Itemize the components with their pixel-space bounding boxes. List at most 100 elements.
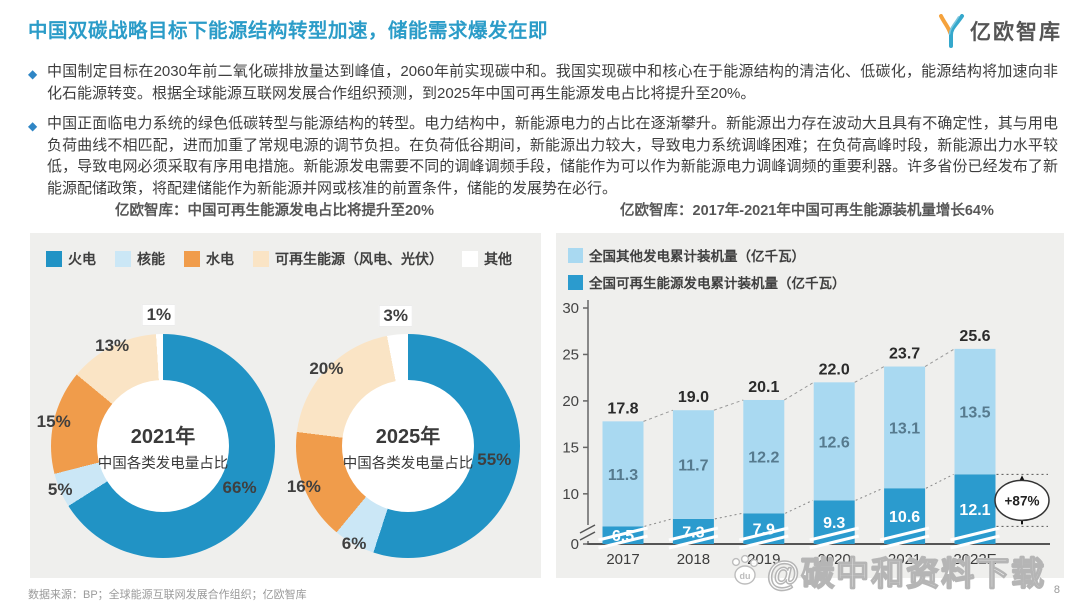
donut-slice-label: 20% xyxy=(309,359,344,379)
baidu-paw-icon: du xyxy=(731,554,759,585)
x-axis-label: 2020 xyxy=(818,551,851,568)
bar-break-mark xyxy=(950,534,1000,550)
bar-segment-renewable xyxy=(954,474,996,544)
other-value-label: 13.1 xyxy=(889,420,920,437)
brand-logo-text: 亿欧智库 xyxy=(970,21,1062,44)
donut-slice-label: 55% xyxy=(477,449,512,469)
bar-break-mark xyxy=(879,526,930,542)
total-label: 17.8 xyxy=(607,400,638,417)
bar-break-mark xyxy=(950,526,1000,542)
donut-center: 2025年中国各类发电量占比 xyxy=(342,380,474,512)
stacked-bar-chart: 0 10 15 20 25 30 17.8 11.3 6.5 2017 19.0 11.7 7.3 201… xyxy=(562,300,1050,568)
bar-break-mark xyxy=(809,526,860,542)
donut-slice-label: 6% xyxy=(341,534,367,554)
legend-swatch xyxy=(46,251,62,267)
donut-center: 2021年中国各类发电量占比 xyxy=(97,380,229,512)
donut-slice-label: 15% xyxy=(36,411,71,431)
renewable-connector-line xyxy=(925,473,954,489)
bar-segment-other xyxy=(884,366,926,489)
x-axis-label: 2021 xyxy=(888,551,921,568)
diamond-bullet-icon: ◆ xyxy=(28,67,38,81)
legend-item: 其他 xyxy=(462,249,512,269)
legend-label: 可再生能源（风电、光伏） xyxy=(275,251,443,267)
bar-chart-title: 亿欧智库：2017年-2021年中国可再生能源装机量增长64% xyxy=(620,203,994,219)
y-tick-label: 15 xyxy=(562,439,579,456)
donut-slice-label: 13% xyxy=(95,336,130,356)
x-axis-label: 2017 xyxy=(606,551,639,568)
brand-logo: 亿欧智库 xyxy=(937,14,1062,48)
bar-break-mark xyxy=(668,526,719,542)
donut-slice-label: 5% xyxy=(47,480,73,500)
axis-break-mark xyxy=(579,524,596,534)
legend-item: 可再生能源（风电、光伏） xyxy=(253,249,443,269)
renewable-value-label: 10.6 xyxy=(889,509,920,526)
renewable-value-label: 9.3 xyxy=(823,515,845,532)
donut-chart-title: 亿欧智库：中国可再生能源发电占比将提升至20% xyxy=(115,203,435,219)
x-axis-label: 2018 xyxy=(677,551,710,568)
other-value-label: 13.5 xyxy=(959,405,990,422)
total-label: 20.1 xyxy=(748,379,779,396)
total-label: 22.0 xyxy=(819,361,850,378)
total-label: 23.7 xyxy=(889,346,920,363)
page-title: 中国双碳战略目标下能源结构转型加速，储能需求爆发在即 xyxy=(28,20,549,42)
other-value-label: 12.2 xyxy=(748,450,779,467)
bullet-item: ◆ 中国制定目标在2030年前二氧化碳排放量达到峰值，2060年前实现碳中和。我… xyxy=(28,61,1058,104)
total-connector-line xyxy=(784,381,814,401)
donut-subtitle: 中国各类发电量占比 xyxy=(342,455,474,472)
donut-legend: 火电 核能 水电 可再生能源（风电、光伏） 其他 xyxy=(46,249,512,269)
bullet-item: ◆ 中国正面临电力系统的绿色低碳转型与能源结构的转型。电力结构中，新能源电力的占… xyxy=(28,113,1058,199)
brand-logo-icon xyxy=(939,14,964,48)
donut-charts-panel: 火电 核能 水电 可再生能源（风电、光伏） 其他 2021年 中国各类发电量占比 66% 5%… xyxy=(30,233,541,578)
donut-slice-label: 1% xyxy=(141,304,177,327)
total-label: 25.6 xyxy=(959,328,990,345)
legend-item: 全国可再生能源发电累计装机量（亿千瓦） xyxy=(568,272,846,292)
axis-break-mark xyxy=(579,531,596,541)
donut-chart-2025: 2025年中国各类发电量占比 55% 6% 16% 20% 3% xyxy=(287,304,520,558)
bullet-text: 中国制定目标在2030年前二氧化碳排放量达到峰值，2060年前实现碳中和。我国实… xyxy=(47,63,1058,102)
bar-break-mark xyxy=(738,534,789,550)
donut-year-label: 2025年 xyxy=(375,425,441,448)
bar-break-mark xyxy=(598,534,648,550)
watermark: du @碳中和资料下载 xyxy=(726,547,1046,595)
bar-segment-other xyxy=(813,382,855,501)
renewable-connector-line xyxy=(644,518,673,527)
summary-bullets: ◆ 中国制定目标在2030年前二氧化碳排放量达到峰值，2060年前实现碳中和。我… xyxy=(28,61,1058,208)
legend-swatch xyxy=(568,274,583,290)
total-connector-line xyxy=(713,399,744,411)
svg-text:du: du xyxy=(740,571,751,581)
donut-year-label: 2021年 xyxy=(130,425,196,448)
donut-slice-label: 66% xyxy=(222,478,257,498)
legend-swatch xyxy=(115,251,131,267)
bar-segment-other xyxy=(602,421,644,527)
growth-badge-label: +87% xyxy=(1005,493,1040,508)
other-value-label: 12.6 xyxy=(819,434,850,451)
bar-chart-panel: 全国其他发电累计装机量（亿千瓦） 全国可再生能源发电累计装机量（亿千瓦） 0 10 1… xyxy=(556,233,1064,578)
watermark-text: @碳中和资料下载 xyxy=(766,554,1047,592)
legend-item: 水电 xyxy=(184,249,234,269)
bar-break-mark xyxy=(809,534,860,550)
renewable-value-label: 7.9 xyxy=(753,522,775,539)
total-label: 19.0 xyxy=(678,389,709,406)
legend-label: 其他 xyxy=(484,251,512,267)
donut-slice-label: 3% xyxy=(378,304,413,327)
donut-slice-label: 16% xyxy=(286,477,321,497)
legend-item: 核能 xyxy=(115,249,165,269)
axis-break-gap xyxy=(584,525,592,541)
renewable-connector-line xyxy=(714,512,743,520)
bar-segment-other xyxy=(954,348,996,475)
renewable-value-label: 12.1 xyxy=(959,502,990,519)
y-tick-label: 0 xyxy=(571,536,579,553)
legend-swatch xyxy=(568,247,583,263)
other-value-label: 11.7 xyxy=(678,458,708,475)
renewable-connector-line xyxy=(785,499,813,514)
donut-subtitle: 中国各类发电量占比 xyxy=(97,455,229,472)
donut-chart-2021: 2021年 中国各类发电量占比 66% 5% 15% 13% 1% xyxy=(37,304,275,558)
legend-label: 全国其他发电累计装机量（亿千瓦） xyxy=(589,249,805,264)
bar-break-mark xyxy=(598,526,648,542)
bar-break-mark xyxy=(668,534,719,550)
legend-label: 水电 xyxy=(206,251,234,267)
legend-item: 火电 xyxy=(46,249,96,269)
legend-swatch xyxy=(184,251,200,267)
y-tick-label: 25 xyxy=(562,346,579,363)
